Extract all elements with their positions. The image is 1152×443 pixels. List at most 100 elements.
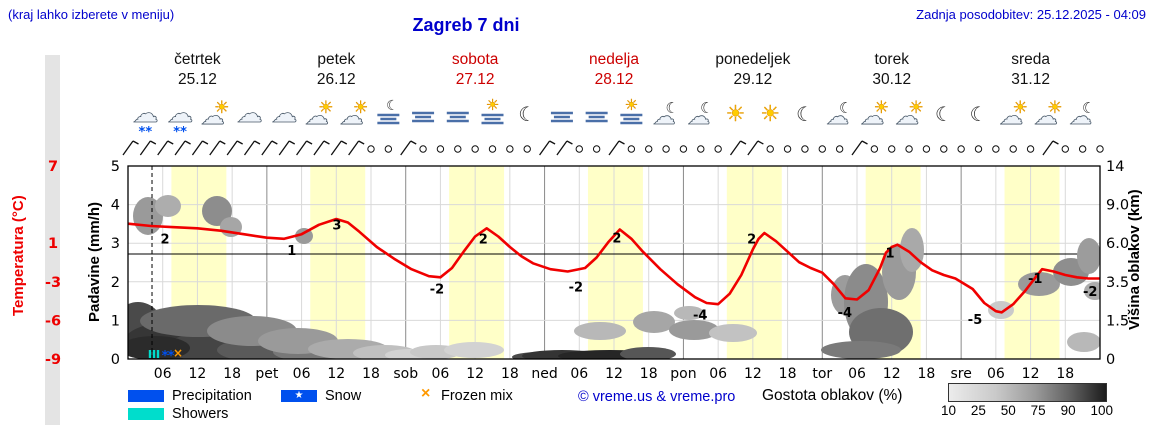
svg-text:12: 12 <box>883 366 901 382</box>
showers-swatch <box>128 408 164 420</box>
svg-text:12: 12 <box>1022 366 1040 382</box>
svg-text:☁: ☁ <box>895 102 919 130</box>
svg-text:12: 12 <box>466 366 484 382</box>
cloud-height-axis-label: Višina oblakov (km) <box>1126 189 1143 330</box>
svg-text:06: 06 <box>709 366 727 382</box>
svg-text:0: 0 <box>111 352 120 368</box>
svg-text:18: 18 <box>918 366 936 382</box>
svg-text:-5: -5 <box>968 313 982 328</box>
svg-text:06: 06 <box>987 366 1005 382</box>
svg-text:*: * <box>168 349 175 364</box>
precipitation-swatch <box>128 390 164 402</box>
svg-text:1.5: 1.5 <box>1106 313 1129 329</box>
svg-text:☁: ☁ <box>167 99 193 129</box>
day-header-sobota: sobota 27.12 <box>451 51 499 88</box>
svg-text:2: 2 <box>111 275 120 291</box>
svg-text:18: 18 <box>1056 366 1074 382</box>
frozen-mix-label: Frozen mix <box>441 388 513 404</box>
cloud-density-gradient <box>948 383 1107 402</box>
svg-text:06: 06 <box>570 366 588 382</box>
showers-label: Showers <box>172 406 229 422</box>
svg-text:☁: ☁ <box>826 104 849 130</box>
svg-text:☁: ☁ <box>340 102 364 130</box>
svg-text:-2: -2 <box>430 283 444 298</box>
day-header-četrtek: četrtek 25.12 <box>174 51 221 88</box>
svg-text:-2: -2 <box>1083 285 1097 300</box>
svg-text:4: 4 <box>111 198 120 214</box>
svg-text:☀: ☀ <box>625 96 638 114</box>
svg-text:☾: ☾ <box>665 99 678 117</box>
svg-text:☁: ☁ <box>237 99 263 129</box>
svg-text:3: 3 <box>332 218 341 233</box>
svg-text:-1: -1 <box>1028 272 1042 287</box>
left-axis-strip <box>45 55 60 425</box>
svg-text:**: ** <box>173 125 187 140</box>
svg-text:☾: ☾ <box>839 99 852 117</box>
svg-text:06: 06 <box>154 366 172 382</box>
svg-text:5: 5 <box>111 159 120 175</box>
density-tick: 75 <box>1030 403 1046 418</box>
svg-text:☀: ☀ <box>318 98 333 118</box>
svg-text:☁: ☁ <box>271 99 297 129</box>
svg-text:18: 18 <box>501 366 519 382</box>
svg-text:2: 2 <box>747 232 756 247</box>
svg-text:☁: ☁ <box>653 104 676 130</box>
snow-swatch: ★ <box>281 390 317 402</box>
svg-text:1: 1 <box>885 247 894 262</box>
svg-text:6.0: 6.0 <box>1106 236 1129 252</box>
svg-text:☀: ☀ <box>1047 98 1062 118</box>
day-header-sreda: sreda 31.12 <box>1011 51 1050 88</box>
svg-text:12: 12 <box>744 366 762 382</box>
cloud-density-label: Gostota oblakov (%) <box>762 387 903 404</box>
svg-text:☾: ☾ <box>796 102 814 126</box>
svg-text:-4: -4 <box>693 308 707 323</box>
svg-text:-6: -6 <box>45 313 61 329</box>
svg-text:pet: pet <box>255 366 279 382</box>
density-tick: 10 <box>941 403 957 418</box>
svg-text:☾: ☾ <box>518 102 536 126</box>
svg-text:18: 18 <box>779 366 797 382</box>
day-header-petek: petek 26.12 <box>316 51 356 88</box>
last-update: Zadnja posodobitev: 25.12.2025 - 04:09 <box>916 7 1146 22</box>
svg-text:ned: ned <box>531 366 557 382</box>
svg-text:☁: ☁ <box>305 102 329 130</box>
svg-text:☾: ☾ <box>386 98 399 114</box>
svg-text:☁: ☁ <box>687 104 710 130</box>
svg-text:1: 1 <box>48 236 58 252</box>
svg-text:☀: ☀ <box>214 98 229 118</box>
svg-text:06: 06 <box>432 366 450 382</box>
svg-text:☀: ☀ <box>760 102 780 127</box>
svg-text:☁: ☁ <box>999 102 1023 130</box>
svg-text:06: 06 <box>848 366 866 382</box>
precipitation-axis-label: Padavine (mm/h) <box>86 201 103 322</box>
frozen-mix-icon: × <box>421 385 431 402</box>
svg-text:pon: pon <box>670 366 696 382</box>
svg-text:-4: -4 <box>838 306 852 321</box>
svg-text:-2: -2 <box>569 280 583 295</box>
svg-text:☾: ☾ <box>970 102 988 126</box>
copyright-link[interactable]: © vreme.us & vreme.pro <box>578 389 736 405</box>
density-tick: 90 <box>1060 403 1076 418</box>
svg-text:12: 12 <box>605 366 623 382</box>
menu-hint: (kraj lahko izberete v meniju) <box>8 7 175 22</box>
density-tick: 50 <box>1000 403 1016 418</box>
svg-text:☾: ☾ <box>1082 99 1095 117</box>
precipitation-label: Precipitation <box>172 388 252 404</box>
day-header-ponedeljek: ponedeljek 29.12 <box>715 51 791 88</box>
svg-text:☾: ☾ <box>700 99 713 117</box>
svg-text:9.0: 9.0 <box>1106 198 1129 214</box>
svg-text:☁: ☁ <box>1069 104 1092 130</box>
svg-text:3.5: 3.5 <box>1106 275 1129 291</box>
svg-text:-3: -3 <box>45 275 61 291</box>
day-header-torek: torek 30.12 <box>872 51 912 88</box>
svg-text:☁: ☁ <box>860 102 884 130</box>
snow-star-icon: ★ <box>294 390 304 401</box>
svg-text:☁: ☁ <box>1034 102 1058 130</box>
cloud-density-ticks: 10 25 50 75 90 100 <box>941 403 1113 418</box>
density-tick: 100 <box>1090 403 1113 418</box>
svg-text:tor: tor <box>812 366 832 382</box>
day-header-nedelja: nedelja 28.12 <box>589 51 639 88</box>
svg-text:*: * <box>162 349 169 364</box>
svg-text:7: 7 <box>48 159 58 175</box>
